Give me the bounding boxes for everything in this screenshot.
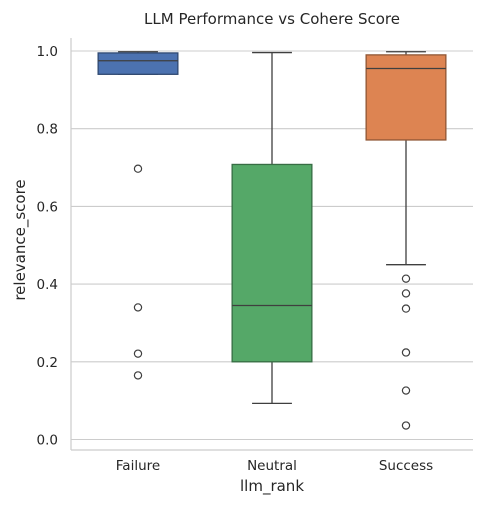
outlier-point: [401, 348, 411, 357]
x-tick-label: Neutral: [247, 458, 297, 474]
y-tick-label: 0.6: [37, 199, 58, 215]
outlier-point: [133, 303, 143, 312]
y-tick-label: 1.0: [37, 44, 58, 60]
x-axis-label: llm_rank: [240, 477, 304, 496]
y-ticks: 0.0 0.2 0.4 0.6 0.8 1.0: [37, 44, 58, 449]
x-tick-label: Success: [379, 458, 433, 474]
outlier-point: [133, 349, 143, 358]
y-tick-label: 0.0: [37, 433, 58, 449]
box-success: [365, 51, 447, 430]
box-iqr: [231, 163, 313, 363]
outlier-point: [401, 421, 411, 430]
box-failure: [97, 51, 179, 380]
outlier-point: [401, 289, 411, 298]
outlier-point: [401, 304, 411, 313]
outlier-point: [401, 274, 411, 283]
y-tick-label: 0.2: [37, 355, 58, 371]
y-axis-label: relevance_score: [11, 179, 30, 300]
x-ticks: Failure Neutral Success: [116, 458, 433, 474]
x-tick-label: Failure: [116, 458, 160, 474]
box-neutral: [231, 51, 313, 405]
outlier-point: [133, 371, 143, 380]
box-iqr: [97, 52, 179, 75]
boxes: [97, 51, 447, 430]
outlier-point: [401, 386, 411, 395]
y-tick-label: 0.4: [37, 277, 58, 293]
y-tick-label: 0.8: [37, 122, 58, 138]
chart-title: LLM Performance vs Cohere Score: [144, 10, 400, 28]
outlier-point: [133, 164, 143, 173]
box-iqr: [365, 54, 447, 141]
